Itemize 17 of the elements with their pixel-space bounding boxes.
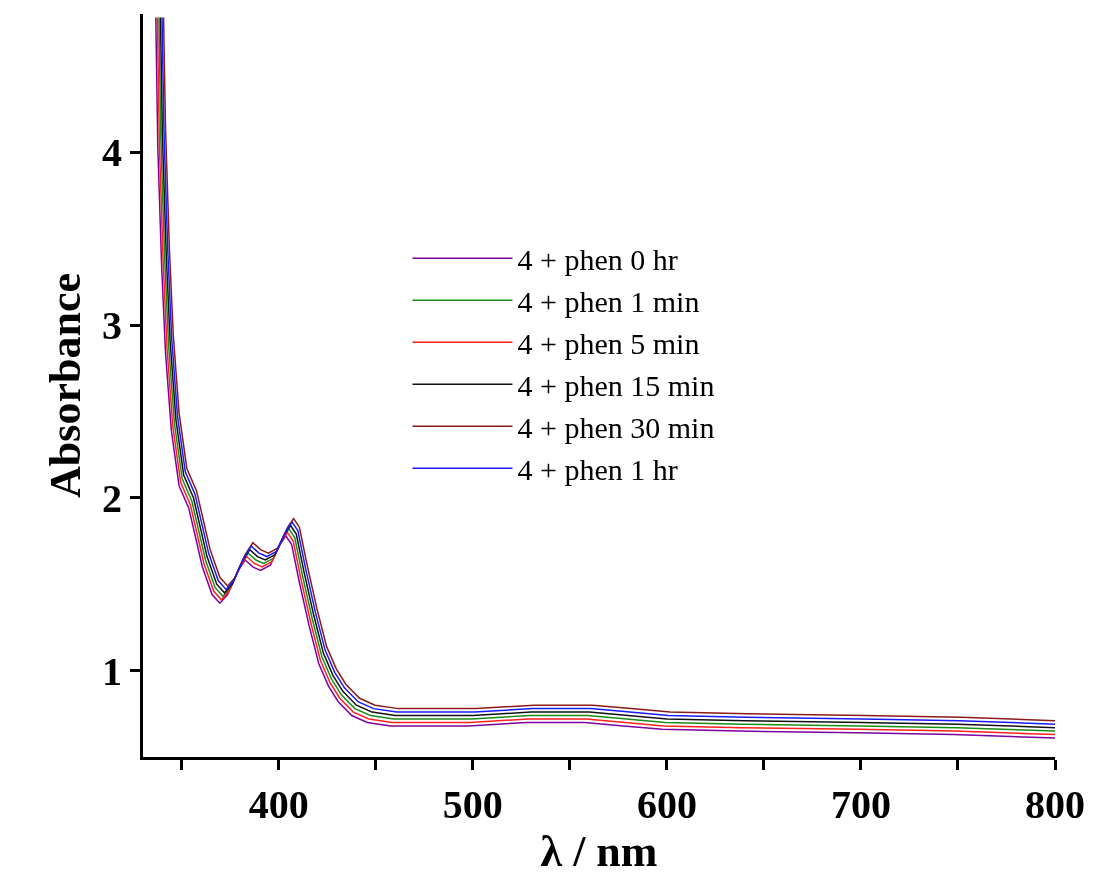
legend-label: 4 + phen 30 min (517, 410, 715, 444)
y-axis-title: Absorbance (41, 273, 91, 498)
legend-label: 4 + phen 1 min (517, 284, 700, 318)
legend-label: 4 + phen 15 min (517, 368, 715, 402)
y-tick-label: 3 (102, 303, 122, 349)
x-tick-label: 600 (636, 782, 697, 827)
x-tick-label: 500 (442, 782, 503, 827)
y-tick-label: 2 (102, 475, 122, 521)
y-tick-label: 1 (102, 648, 122, 694)
x-tick-label: 400 (248, 782, 309, 827)
x-tick-label: 700 (830, 782, 891, 827)
x-tick-label: 800 (1025, 782, 1085, 827)
x-axis-title: λ / nm (540, 827, 658, 876)
legend-label: 4 + phen 5 min (517, 326, 700, 360)
legend-label: 4 + phen 0 hr (517, 242, 678, 276)
legend-label: 4 + phen 1 hr (517, 452, 678, 486)
y-tick-label: 4 (102, 130, 122, 176)
